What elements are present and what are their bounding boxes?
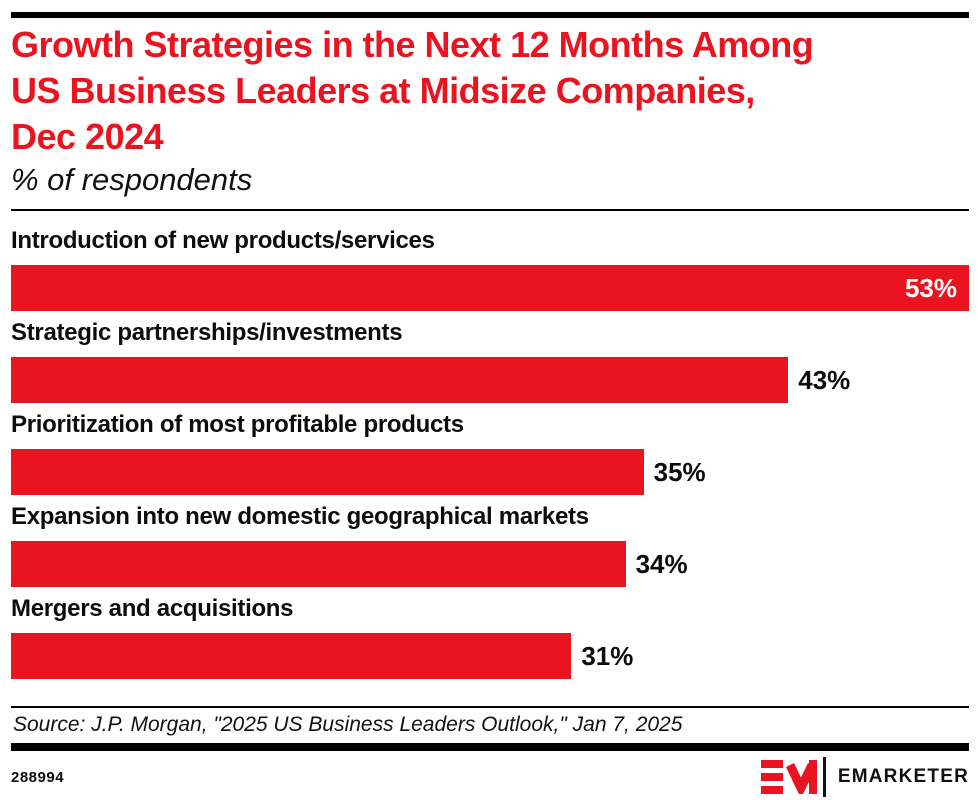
chart-title-line-2: US Business Leaders at Midsize Companies… [11, 70, 755, 111]
footer: 288994 EMARKETER [11, 756, 969, 798]
chart-row: Prioritization of most profitable produc… [11, 408, 969, 500]
chart-row: Mergers and acquisitions 31% [11, 592, 969, 684]
bar-value-label: 34% [635, 549, 688, 579]
em-monogram-icon [761, 760, 818, 794]
chart-row: Expansion into new domestic geographical… [11, 500, 969, 592]
chart-id: 288994 [11, 768, 65, 786]
brand-wordmark: EMARKETER [837, 766, 969, 787]
bar-category-label: Mergers and acquisitions [11, 595, 294, 622]
top-rule [11, 12, 969, 18]
bar-track: 35% [11, 449, 969, 495]
bottom-rule [11, 743, 969, 751]
bar [11, 541, 626, 587]
emarketer-logo: EMARKETER [761, 756, 969, 798]
bar-track: 34% [11, 541, 969, 587]
bar-track: 43% [11, 357, 969, 403]
source-note: Source: J.P. Morgan, "2025 US Business L… [13, 713, 683, 736]
chart-row: Introduction of new products/services 53% [11, 224, 969, 316]
bar-value-label: 43% [798, 365, 851, 395]
bar-category-label: Expansion into new domestic geographical… [11, 503, 589, 530]
bar-value-label: 35% [653, 457, 706, 487]
bar [11, 357, 789, 403]
chart-title-line-1: Growth Strategies in the Next 12 Months … [11, 24, 814, 65]
header-divider-rule [11, 209, 969, 211]
chart-subtitle: % of respondents [11, 162, 253, 197]
logo-divider [823, 757, 826, 797]
chart-row: Strategic partnerships/investments 43% [11, 316, 969, 408]
bar-track: 31% [11, 633, 969, 679]
bar-category-label: Prioritization of most profitable produc… [11, 411, 464, 438]
chart-title-line-3: Dec 2024 [11, 116, 164, 157]
bar-category-label: Introduction of new products/services [11, 227, 435, 254]
bar-track: 53% [11, 265, 969, 311]
bar [11, 633, 572, 679]
chart-title: Growth Strategies in the Next 12 Months … [11, 22, 969, 160]
bar-category-label: Strategic partnerships/investments [11, 319, 403, 346]
bar-value-label: 53% [904, 273, 957, 303]
bar: 53% [11, 265, 969, 311]
bar [11, 449, 644, 495]
horizontal-bar-chart: Introduction of new products/services 53%… [11, 224, 969, 684]
bar-value-label: 31% [581, 641, 634, 671]
source-divider-rule [11, 706, 969, 708]
